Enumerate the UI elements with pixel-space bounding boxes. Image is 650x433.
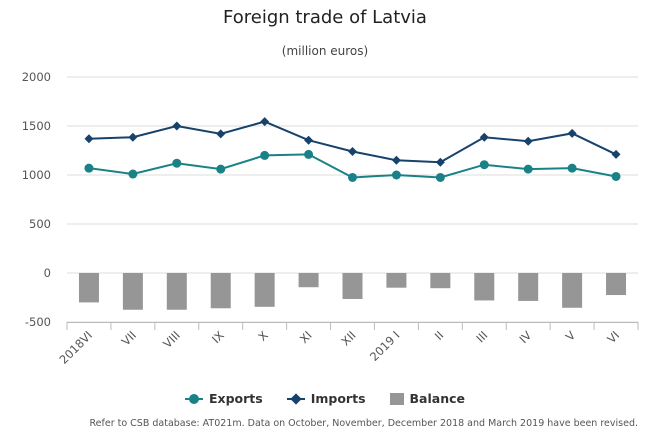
balance-bar xyxy=(254,273,275,307)
imports-point xyxy=(84,134,94,144)
exports-point xyxy=(260,150,270,160)
balance-bar xyxy=(606,273,627,296)
x-tick-label: VIII xyxy=(160,328,183,351)
y-tick-label: 0 xyxy=(44,266,51,280)
legend-balance-label: Balance xyxy=(409,391,465,406)
y-tick-label: 500 xyxy=(29,217,51,231)
balance-bar xyxy=(210,273,231,309)
x-tick-label: 2018VI xyxy=(57,328,96,367)
x-tick-label: IX xyxy=(209,328,227,346)
legend-exports[interactable]: Exports xyxy=(185,391,263,406)
x-tick-label: IV xyxy=(516,328,534,346)
exports-point xyxy=(128,169,138,179)
imports-point xyxy=(611,149,621,159)
chart-title: Foreign trade of Latvia xyxy=(223,7,427,28)
imports-point xyxy=(128,132,138,142)
exports-point xyxy=(479,160,489,170)
x-tick-label: VII xyxy=(119,328,139,348)
y-tick-label: 2000 xyxy=(22,70,51,84)
x-tick-label: II xyxy=(432,328,447,343)
balance-bar xyxy=(298,273,319,288)
exports-point xyxy=(304,149,314,159)
legend-imports-label: Imports xyxy=(310,391,366,406)
x-tick-label: III xyxy=(473,328,490,345)
imports-point xyxy=(304,135,314,145)
imports-marker-icon xyxy=(286,392,305,405)
exports-point xyxy=(391,170,401,180)
balance-bar xyxy=(166,273,187,310)
x-tick-label: VI xyxy=(604,328,622,346)
imports-point xyxy=(348,146,357,156)
exports-point xyxy=(611,171,621,181)
legend-balance[interactable]: Balance xyxy=(389,391,465,406)
balance-marker-icon xyxy=(389,392,404,405)
y-tick-label: 1500 xyxy=(22,119,51,133)
balance-bar xyxy=(430,273,451,289)
exports-point xyxy=(435,172,445,182)
imports-point xyxy=(479,132,489,142)
exports-point xyxy=(348,172,357,182)
x-tick-label: V xyxy=(563,328,579,344)
chart-subtitle: (million euros) xyxy=(281,44,369,58)
imports-point xyxy=(523,136,533,146)
imports-point xyxy=(567,128,577,138)
x-tick-label: XI xyxy=(297,328,315,346)
x-tick-label: 2019 I xyxy=(367,328,403,364)
balance-bar xyxy=(518,273,539,301)
balance-bar xyxy=(386,273,407,288)
imports-point xyxy=(391,155,401,165)
x-tick-label: XII xyxy=(338,328,358,348)
legend-imports[interactable]: Imports xyxy=(286,391,366,406)
balance-bar xyxy=(122,273,143,310)
balance-bar xyxy=(342,273,363,299)
exports-point xyxy=(567,163,577,173)
imports-point xyxy=(172,121,182,131)
balance-bar xyxy=(562,273,583,308)
balance-bar xyxy=(474,273,495,301)
imports-point xyxy=(260,117,270,127)
y-tick-label: 1000 xyxy=(22,168,51,182)
imports-point xyxy=(435,157,445,167)
x-tick-label: X xyxy=(255,328,271,344)
balance-bar xyxy=(78,273,99,303)
y-tick-label: -500 xyxy=(25,315,51,329)
imports-point xyxy=(216,129,226,139)
legend: Exports Imports Balance xyxy=(0,391,650,406)
exports-point xyxy=(84,163,94,173)
imports-line xyxy=(88,120,617,164)
exports-point xyxy=(216,164,226,174)
exports-marker-icon xyxy=(185,393,203,404)
legend-exports-label: Exports xyxy=(209,391,263,406)
exports-point xyxy=(523,164,533,174)
exports-point xyxy=(172,158,182,168)
source-note: Refer to CSB database: AT021m. Data on O… xyxy=(89,418,638,429)
